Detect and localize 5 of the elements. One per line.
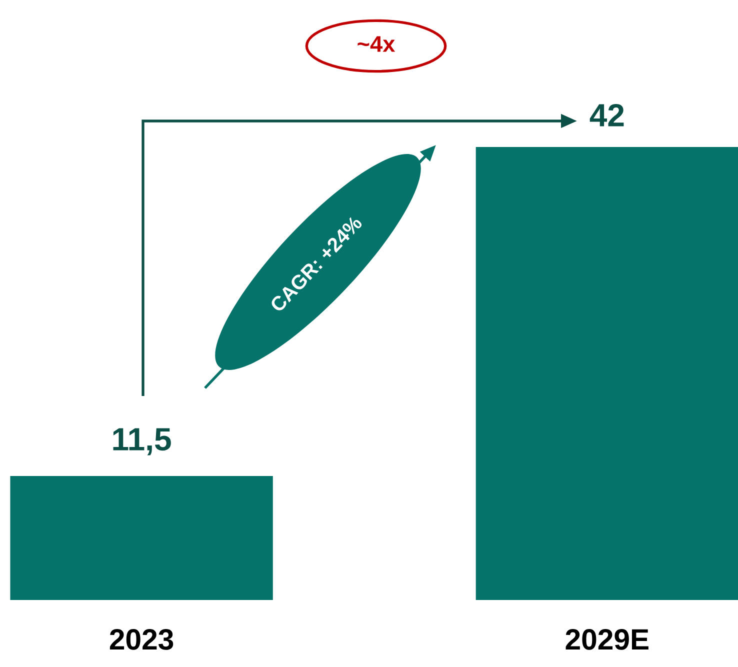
x-tick-label: 2023 xyxy=(110,629,174,650)
data-label: 11,5 xyxy=(113,428,171,456)
x-tick-label: 2029E xyxy=(566,629,648,650)
text: ~4x xyxy=(358,36,396,52)
data-label: 42 xyxy=(590,104,624,126)
